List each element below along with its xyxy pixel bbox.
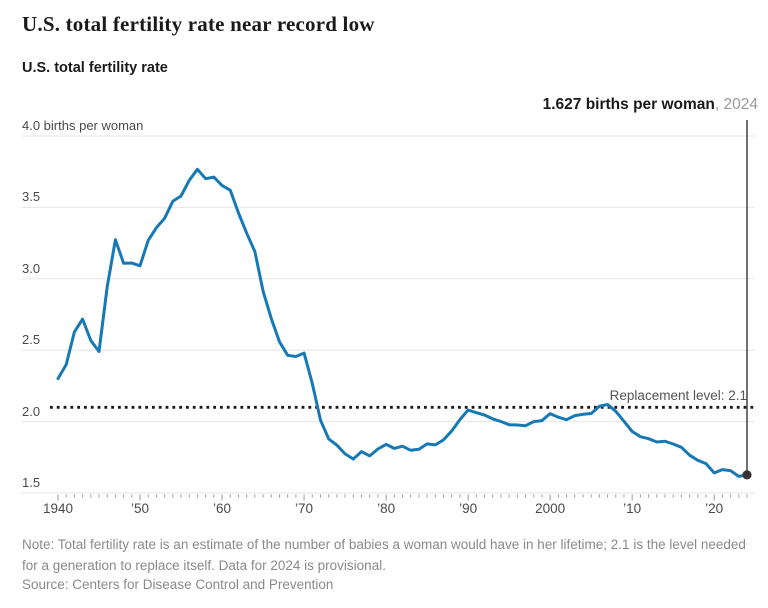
replacement-level-label: Replacement level: 2.1 [609, 388, 747, 403]
y-tick-label: 4.0 births per woman [22, 118, 144, 133]
x-tick-label: 1940 [42, 501, 74, 516]
y-tick-label: 1.5 [22, 475, 41, 490]
x-tick-label: ’60 [213, 501, 232, 516]
x-tick-label: 2000 [535, 501, 566, 516]
x-tick-label: ’50 [131, 501, 150, 516]
fertility-line [56, 167, 749, 478]
x-tick-label: ’80 [377, 501, 396, 516]
y-tick-label: 2.0 [22, 403, 41, 419]
latest-value-callout: 1.627 births per woman, 2024 [543, 96, 758, 114]
x-tick-label: ’90 [459, 501, 478, 516]
x-tick-label: ’70 [295, 501, 314, 516]
page-title: U.S. total fertility rate near record lo… [22, 12, 375, 36]
y-tick-label: 3.5 [22, 189, 41, 205]
callout-year: , 2024 [714, 96, 758, 113]
y-tick-label: 2.5 [22, 332, 41, 348]
chart-note: Note: Total fertility rate is an estimat… [22, 537, 746, 573]
x-tick-label: ’20 [705, 501, 724, 516]
callout-value: 1.627 births per woman [542, 96, 715, 113]
x-tick-label: ’10 [623, 501, 642, 516]
endpoint-dot [742, 470, 752, 480]
chart-source: Source: Centers for Disease Control and … [22, 577, 334, 592]
y-tick-label: 3.0 [22, 260, 41, 276]
chart-subtitle: U.S. total fertility rate [22, 60, 168, 76]
